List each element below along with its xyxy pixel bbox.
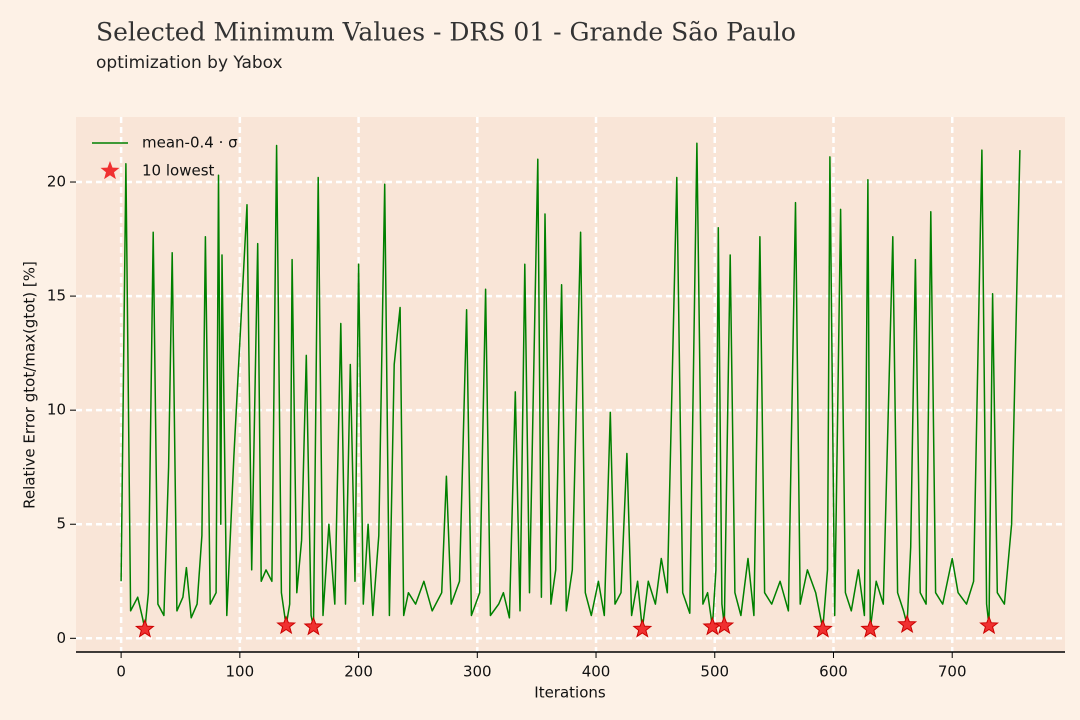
y-tick-label: 5 [56, 515, 66, 533]
y-tick-label: 20 [47, 173, 66, 191]
star-marker [812, 618, 833, 638]
star-marker [276, 615, 297, 635]
y-tick-label: 10 [47, 401, 66, 419]
x-tick-label: 400 [582, 663, 611, 681]
marks [120, 142, 1021, 638]
x-tick-label: 500 [700, 663, 729, 681]
x-tick-label: 100 [226, 663, 255, 681]
y-tick-label: 0 [56, 629, 66, 647]
x-tick-label: 600 [819, 663, 848, 681]
star-marker [860, 618, 881, 638]
x-tick-label: 300 [463, 663, 492, 681]
chart-subtitle: optimization by Yabox [96, 53, 283, 73]
legend: mean-0.4 · σ 10 lowest [92, 134, 238, 180]
legend-label: mean-0.4 · σ [142, 134, 238, 152]
legend-swatch [100, 161, 120, 180]
legend-label: 10 lowest [142, 162, 215, 180]
star-marker [303, 616, 324, 636]
line [120, 142, 1021, 630]
y-tick-label: 15 [47, 287, 66, 305]
star-marker [632, 618, 653, 638]
chart-title: Selected Minimum Values - DRS 01 - Grand… [96, 18, 796, 47]
x-tick-label: 200 [344, 663, 373, 681]
x-axis-label: Iterations [534, 684, 606, 702]
star-marker [979, 615, 999, 635]
star-marker [134, 618, 155, 638]
y-axis-label: Relative Error gtot/max(gtot) [%] [21, 261, 39, 509]
star-marker [714, 615, 735, 635]
x-tick-label: 700 [938, 663, 967, 681]
x-tick-label: 0 [116, 663, 126, 681]
star-marker [897, 614, 918, 634]
